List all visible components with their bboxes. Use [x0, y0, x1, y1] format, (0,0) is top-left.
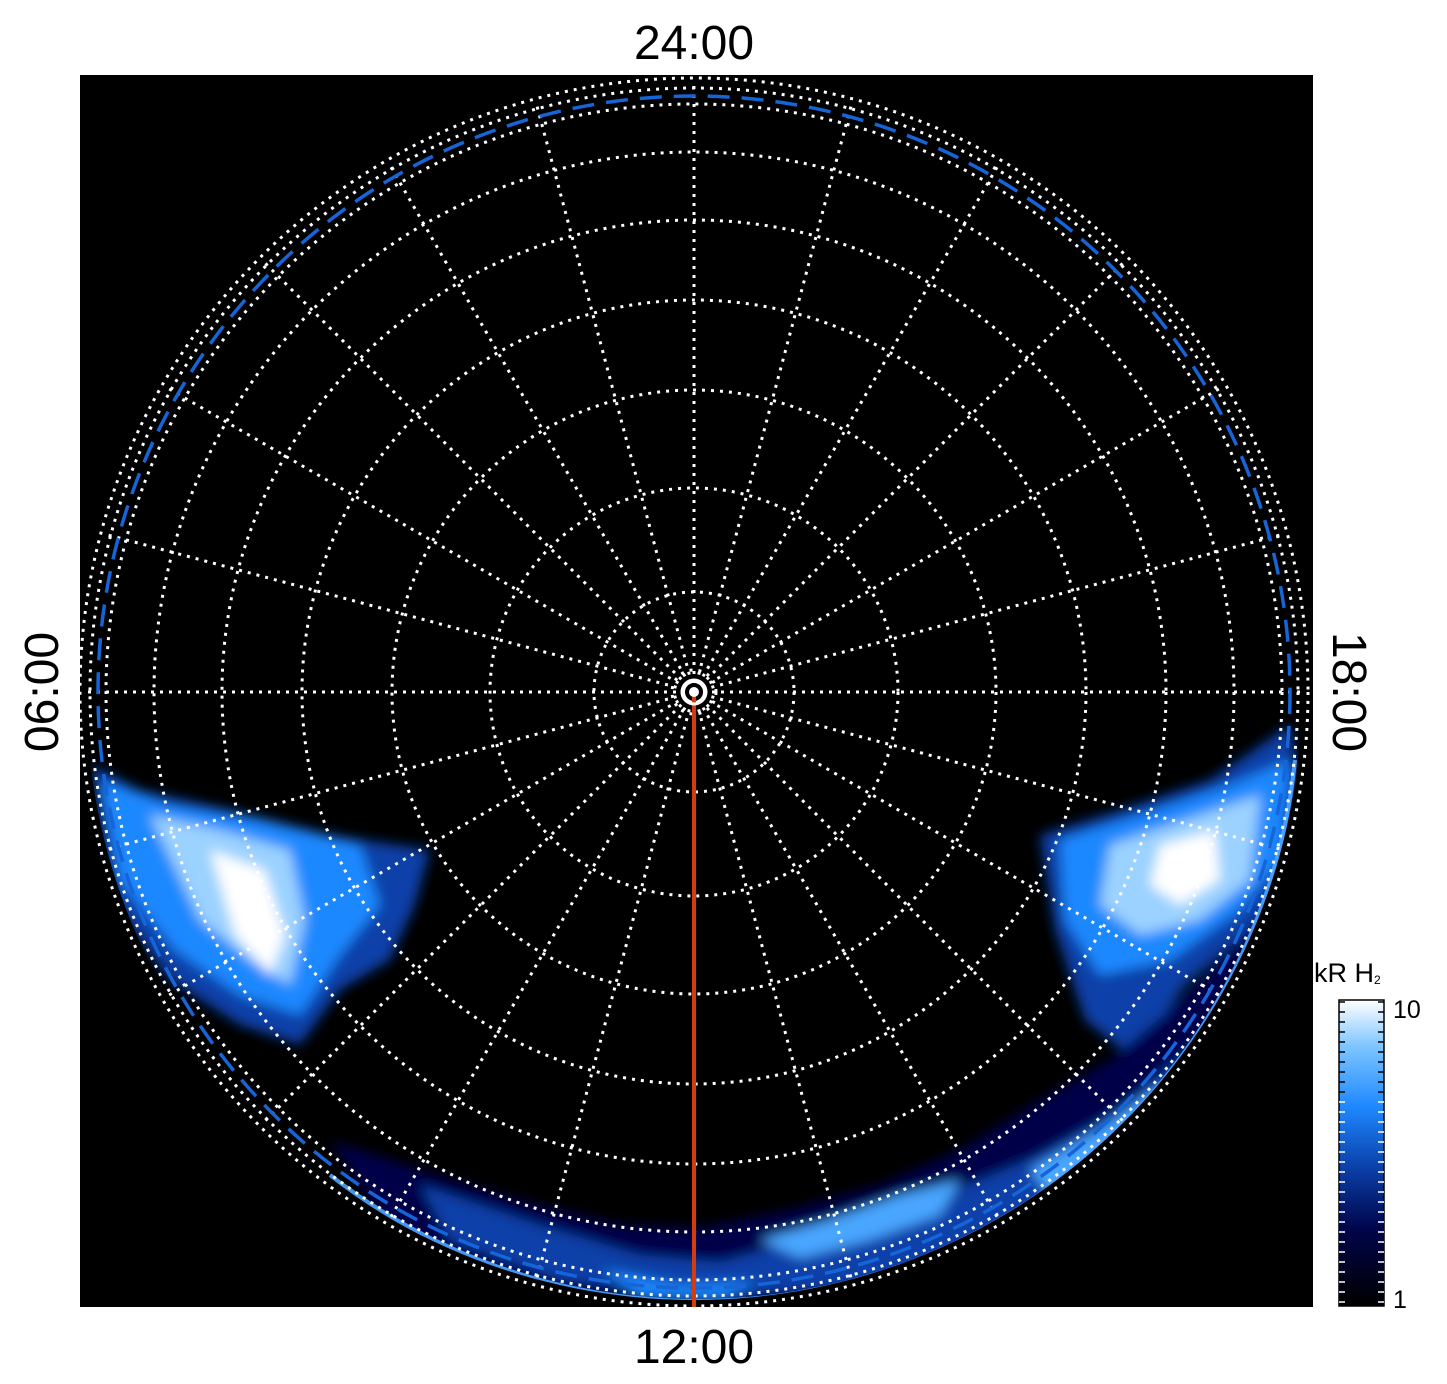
colorbar [1338, 999, 1385, 1307]
grid-circle [220, 218, 1168, 1166]
label-dusk: 18:00 [1322, 631, 1375, 753]
label-midnight: 24:00 [633, 17, 755, 70]
colorbar-min-label: 1 [1393, 1286, 1407, 1314]
label-noon: 12:00 [633, 1321, 755, 1374]
grid-meridian [693, 532, 1286, 694]
grid-circle [670, 668, 718, 716]
grid-meridian [102, 532, 695, 694]
grid-circle [488, 486, 900, 898]
grid-meridian [693, 384, 1225, 694]
grid-circle [300, 298, 1088, 1086]
grid-meridian [692, 690, 1128, 1126]
pole-marker [680, 678, 708, 706]
grid-meridian [692, 691, 1002, 1223]
grid-meridian [692, 258, 1128, 694]
grid-meridian [692, 691, 854, 1284]
colorbar-title-subscript: 2 [1374, 973, 1381, 987]
grid-meridian [693, 690, 1286, 852]
dusk-emission-core [1150, 830, 1220, 905]
grid-circle [390, 388, 998, 996]
dawn-emission-core [210, 850, 285, 975]
label-dawn: 06:00 [16, 631, 69, 753]
noon-band-bright [760, 1180, 960, 1258]
grid-meridian [386, 691, 696, 1223]
grid-meridian [692, 161, 1002, 693]
grid-meridian [534, 691, 696, 1284]
colorbar-title: kR H2 [1314, 958, 1381, 989]
grid-meridian [534, 100, 696, 693]
pole-marker-center [689, 687, 699, 697]
grid-meridian [386, 161, 696, 693]
grid-meridian [102, 690, 695, 852]
colorbar-title-main: kR H [1314, 958, 1374, 988]
noon-band-bright-3 [600, 1270, 760, 1298]
grid-meridian [692, 100, 854, 693]
colorbar-max-label: 10 [1393, 996, 1421, 1024]
grid-meridian [260, 690, 696, 1126]
colorbar-ticks [1339, 1001, 1384, 1303]
grid-meridian [163, 384, 695, 694]
grid-meridian [260, 258, 696, 694]
grid-meridian [163, 690, 695, 1000]
grid-meridian [693, 690, 1225, 1000]
